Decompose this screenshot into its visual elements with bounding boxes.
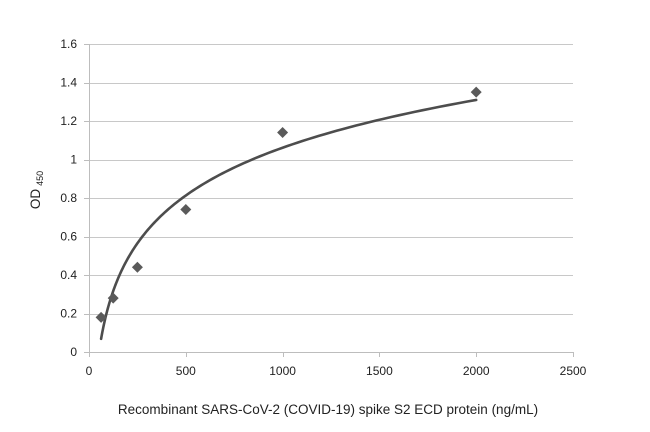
- x-tick-label: 0: [86, 364, 93, 378]
- gridlines: [89, 44, 573, 315]
- x-tick-label: 500: [176, 364, 196, 378]
- y-tick-label: 0: [70, 345, 77, 359]
- trendline: [99, 98, 478, 341]
- y-tick-label: 0.4: [60, 268, 77, 282]
- x-tick-label: 1000: [269, 364, 296, 378]
- y-tick-label: 1: [70, 153, 77, 167]
- y-axis-title: OD 450: [28, 171, 45, 209]
- y-tick-label: 0.8: [60, 191, 77, 205]
- y-tick-label: 1.6: [60, 37, 77, 51]
- x-tick-label: 1500: [366, 364, 393, 378]
- axes: [84, 44, 574, 357]
- y-tick-label: 0.6: [60, 230, 77, 244]
- data-point-diamond: [95, 311, 107, 323]
- trendline-curve: [99, 98, 478, 341]
- x-axis-title: Recombinant SARS-CoV-2 (COVID-19) spike …: [118, 402, 538, 417]
- data-point-diamond: [107, 292, 119, 304]
- data-point-diamond: [470, 86, 482, 98]
- data-point-diamond: [180, 204, 192, 216]
- x-tick-label: 2000: [463, 364, 490, 378]
- data-points: [95, 86, 482, 323]
- data-point-diamond: [277, 127, 289, 139]
- data-point-diamond: [131, 261, 143, 273]
- x-tick-label: 2500: [560, 364, 587, 378]
- y-tick-labels: 0 0.2 0.4 0.6 0.8 1 1.2 1.4 1.6: [60, 37, 77, 359]
- x-tick-labels: 0 500 1000 1500 2000 2500: [86, 364, 587, 378]
- y-tick-label: 0.2: [60, 307, 77, 321]
- y-tick-label: 1.4: [60, 76, 77, 90]
- y-tick-label: 1.2: [60, 114, 77, 128]
- y-axis-title-subscript: 450: [35, 171, 45, 186]
- y-axis-title-main: OD: [28, 189, 43, 210]
